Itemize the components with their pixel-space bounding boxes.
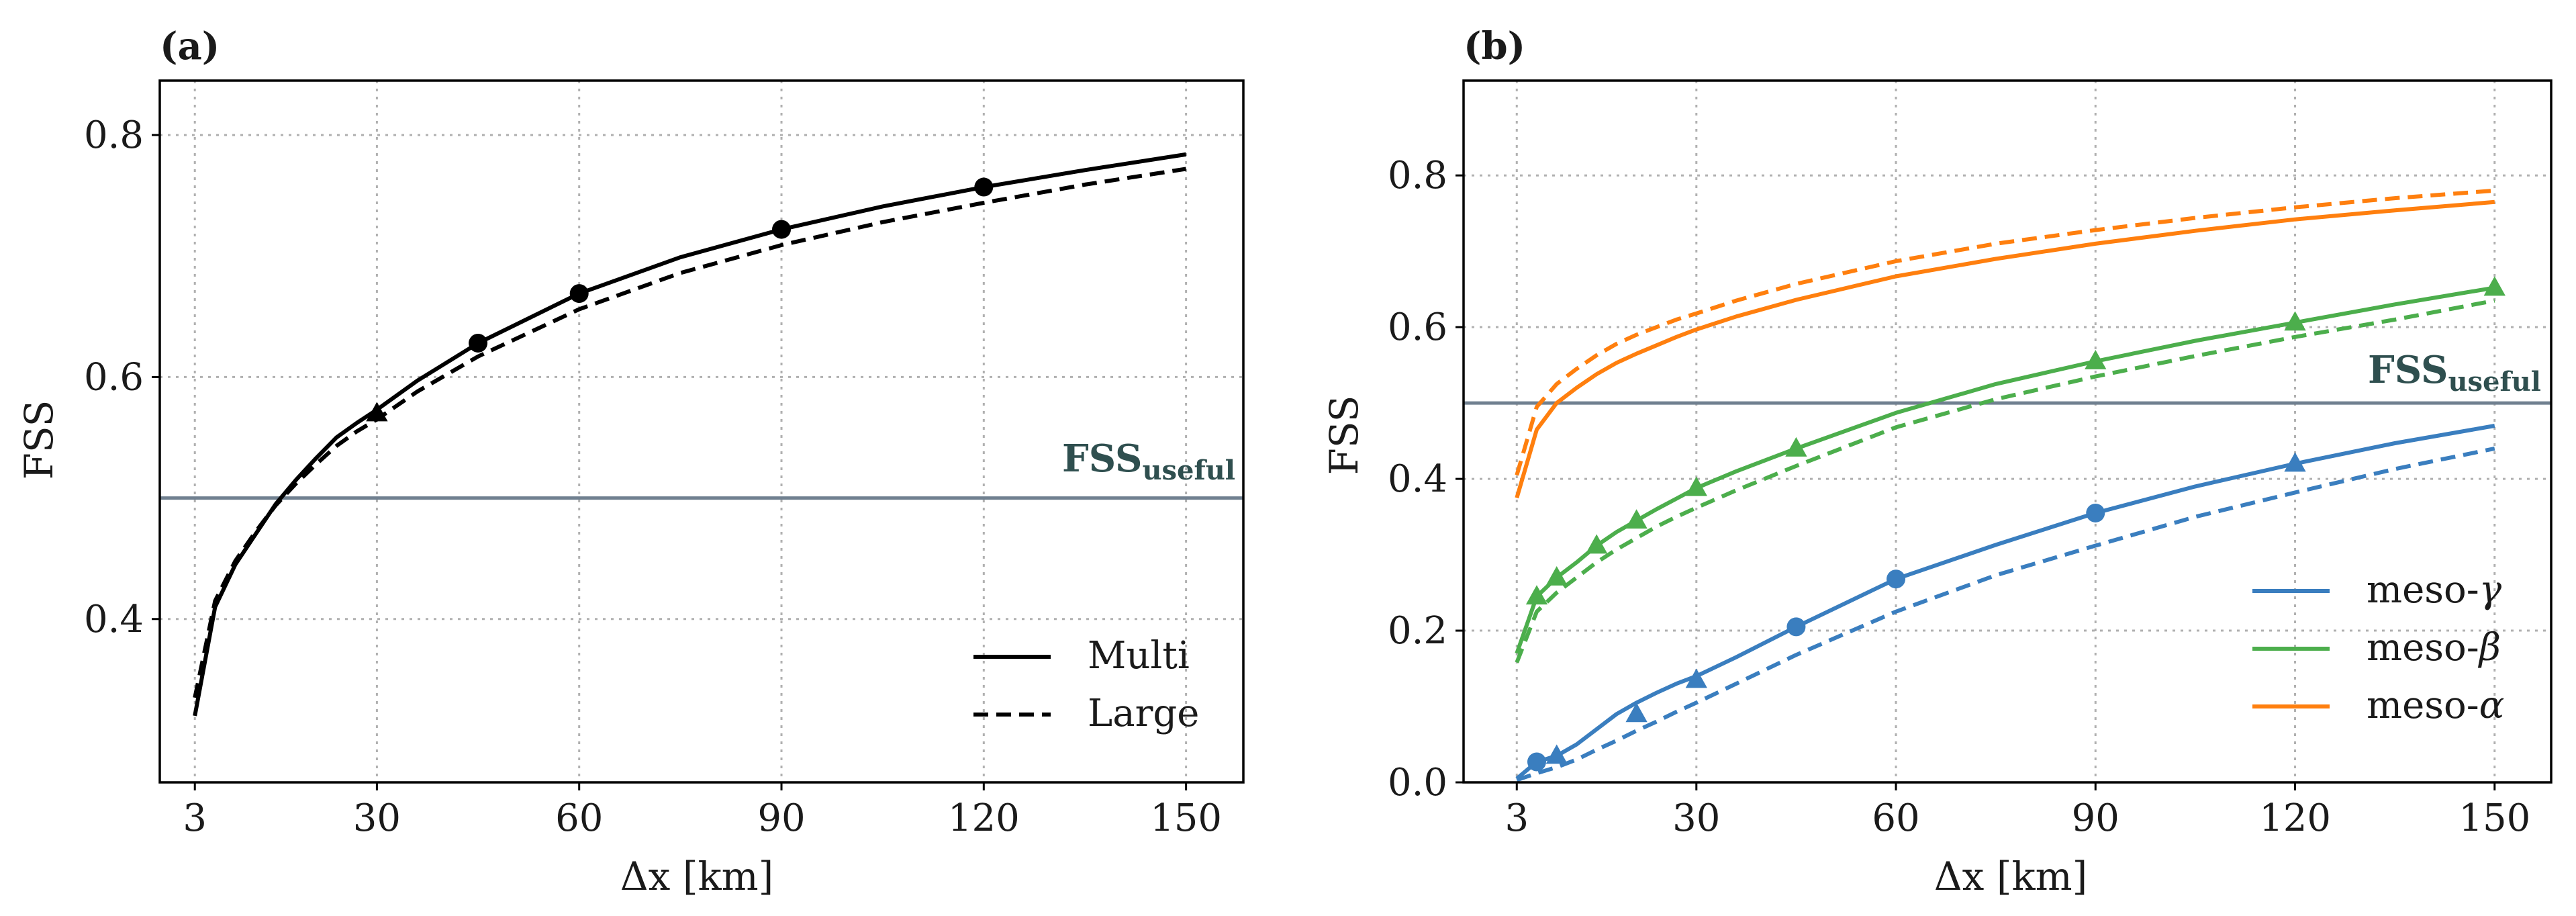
panel-b-xtick-label-5: 150 xyxy=(2459,796,2530,840)
panel-b-series-line-1 xyxy=(1516,446,2495,782)
panel-b-series-0-marker-5 xyxy=(1887,569,1906,589)
panel-a-series-line-0 xyxy=(193,152,1187,717)
panel-a-ytick-label-0: 0.4 xyxy=(84,598,144,641)
panel-b-xtick-label-4: 120 xyxy=(2259,796,2331,840)
panel-b-xtick-label-1: 30 xyxy=(1672,796,1720,840)
panel-b-xtick-label-0: 3 xyxy=(1505,796,1529,840)
panel-b-series-0-marker-7 xyxy=(2284,452,2306,472)
panel-b-label: (b) xyxy=(1464,24,1525,68)
panel-b-series-line-3 xyxy=(1515,298,2495,663)
panel-b-useful-label: FSSuseful xyxy=(2368,348,2541,398)
panel-b-series-2-marker-8 xyxy=(2483,276,2506,296)
panel-b-ytick-label-1: 0.2 xyxy=(1388,609,1447,653)
panel-b-series-0-marker-3 xyxy=(1685,668,1707,688)
panel-a-useful-sub: useful xyxy=(1142,455,1235,486)
panel-b-legend-label-0: meso-γ xyxy=(2367,568,2502,612)
panel-a-xtick-label-3: 90 xyxy=(757,796,805,840)
panel-a-useful-main: FSS xyxy=(1062,437,1142,481)
panel-b: (b) Δx [km] FSS FSSuseful 3 30 60 90 120 150 0… xyxy=(1321,24,2553,899)
panel-a-series-line-1 xyxy=(193,167,1187,698)
panel-b-series-2-marker-7 xyxy=(2284,311,2306,331)
panel-b-series-2-marker-3 xyxy=(1625,509,1648,529)
panel-b-legend-label-1: meso-β xyxy=(2367,626,2501,670)
panel-b-series-0-marker-0 xyxy=(1527,752,1546,772)
panel-b-series-2-marker-4 xyxy=(1685,476,1707,496)
panel-b-ytick-label-4: 0.8 xyxy=(1388,154,1447,197)
panel-a-ylabel: FSS xyxy=(16,400,62,480)
panel-b-useful-main: FSS xyxy=(2368,348,2448,392)
panel-a: (a) Δx [km] FSS FSSuseful 3 30 60 90 120 1500… xyxy=(16,24,1245,899)
panel-b-series-0-marker-1 xyxy=(1545,744,1568,764)
panel-b-xlabel: Δx [km] xyxy=(1934,854,2087,899)
panel-b-xtick-label-3: 90 xyxy=(2072,796,2119,840)
panel-a-xtick-label-1: 30 xyxy=(353,796,401,840)
panel-b-ytick-label-0: 0.0 xyxy=(1388,761,1447,805)
panel-a-ytick-label-1: 0.6 xyxy=(84,355,144,399)
panel-a-ytick-label-2: 0.8 xyxy=(84,113,144,157)
panel-b-series-0-marker-6 xyxy=(2086,503,2105,522)
panel-b-ytick-label-3: 0.6 xyxy=(1388,306,1447,349)
panel-a-xtick-label-0: 3 xyxy=(183,796,207,840)
panel-a-series-0-marker-2 xyxy=(569,284,589,304)
panel-a-series-0-marker-1 xyxy=(469,333,488,353)
panel-a-series-0-marker-4 xyxy=(974,177,994,197)
panel-b-series-2-marker-1 xyxy=(1545,565,1568,586)
panel-a-xlabel: Δx [km] xyxy=(620,854,773,899)
panel-a-label: (a) xyxy=(160,24,220,68)
panel-b-series-0-marker-4 xyxy=(1786,617,1806,637)
panel-a-legend-label-0: Multi xyxy=(1088,634,1190,678)
panel-b-ylabel: FSS xyxy=(1321,396,1367,475)
panel-b-ytick-label-2: 0.4 xyxy=(1388,457,1447,501)
panel-b-series-line-4 xyxy=(1515,199,2495,499)
panel-a-xtick-label-5: 150 xyxy=(1150,796,1222,840)
panel-a-axes-frame xyxy=(158,79,1245,784)
panel-a-legend-label-1: Large xyxy=(1088,692,1199,735)
panel-b-series-2-marker-5 xyxy=(1785,437,1807,457)
panel-a-xtick-label-2: 60 xyxy=(555,796,603,840)
panel-b-series-0-marker-2 xyxy=(1625,702,1648,723)
panel-a-useful-label: FSSuseful xyxy=(1062,437,1235,486)
panel-a-series-0-marker-3 xyxy=(772,220,792,239)
panel-b-series-line-5 xyxy=(1515,188,2495,476)
panel-b-series-2-marker-0 xyxy=(1525,585,1548,605)
panel-a-xtick-label-4: 120 xyxy=(948,796,1020,840)
panel-b-series-2-marker-2 xyxy=(1586,534,1608,554)
panel-b-axes-frame xyxy=(1462,79,2553,784)
panel-b-xtick-label-2: 60 xyxy=(1872,796,1919,840)
panel-b-series-2-marker-6 xyxy=(2085,350,2107,369)
panel-b-legend-label-2: meso-α xyxy=(2367,684,2504,727)
